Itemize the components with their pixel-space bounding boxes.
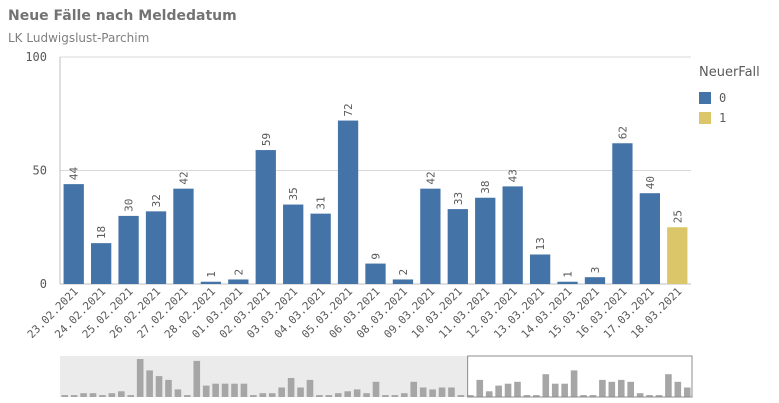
- bar[interactable]: [255, 150, 276, 284]
- bar[interactable]: [173, 188, 194, 284]
- bar-value-label: 32: [150, 194, 163, 207]
- bar-value-label: 30: [123, 199, 136, 212]
- legend-title: NeuerFall: [699, 65, 760, 80]
- legend-item-1[interactable]: 1: [699, 111, 760, 125]
- bar[interactable]: [475, 197, 496, 284]
- chart-title: Neue Fälle nach Meldedatum: [8, 8, 237, 24]
- bar[interactable]: [145, 211, 167, 284]
- bar-value-label: 31: [315, 196, 328, 209]
- bar-value-label: 35: [287, 187, 300, 200]
- bar-value-label: 13: [534, 237, 547, 250]
- bar[interactable]: [228, 279, 249, 284]
- bar-value-label: 33: [452, 192, 465, 205]
- bar[interactable]: [200, 281, 222, 284]
- y-tick-label: 50: [33, 164, 47, 178]
- bar[interactable]: [667, 227, 688, 284]
- bar[interactable]: [283, 204, 304, 284]
- bar[interactable]: [91, 243, 112, 284]
- bar-value-label: 40: [644, 176, 657, 189]
- bar[interactable]: [310, 213, 331, 284]
- legend-label-1: 1: [719, 111, 727, 125]
- legend-swatch-0: [699, 92, 711, 104]
- bar-value-label: 3: [589, 267, 602, 274]
- bar-value-label: 72: [342, 103, 355, 116]
- bar[interactable]: [365, 263, 386, 284]
- bar-value-label: 25: [671, 210, 684, 223]
- bar[interactable]: [392, 279, 414, 284]
- legend-label-0: 0: [719, 91, 727, 105]
- bar[interactable]: [337, 120, 359, 284]
- bar[interactable]: [447, 209, 468, 284]
- legend: NeuerFall 0 1: [699, 65, 760, 131]
- bar-value-label: 1: [205, 271, 218, 278]
- bar-value-label: 1: [562, 271, 575, 278]
- bar[interactable]: [63, 184, 84, 284]
- bar[interactable]: [584, 277, 606, 284]
- bar-value-label: 62: [616, 126, 629, 139]
- bar-value-label: 43: [507, 169, 520, 182]
- bar-value-label: 9: [370, 253, 383, 260]
- legend-item-0[interactable]: 0: [699, 91, 760, 105]
- bar[interactable]: [420, 188, 441, 284]
- bar-value-label: 42: [177, 171, 190, 184]
- bar[interactable]: [639, 193, 660, 284]
- bar-value-label: 59: [260, 133, 273, 146]
- bar[interactable]: [118, 215, 139, 284]
- bar-value-label: 44: [68, 166, 81, 180]
- bar-value-label: 2: [232, 269, 245, 276]
- y-tick-label: 0: [40, 277, 47, 291]
- bar[interactable]: [612, 143, 633, 284]
- legend-swatch-1: [699, 112, 711, 124]
- bar-value-label: 18: [95, 226, 108, 239]
- bar-value-label: 2: [397, 269, 410, 276]
- bar[interactable]: [557, 281, 578, 284]
- chart-subtitle: LK Ludwigslust-Parchim: [8, 31, 150, 45]
- y-tick-label: 100: [25, 50, 47, 64]
- bar-value-label: 38: [479, 180, 492, 193]
- bar[interactable]: [529, 254, 551, 284]
- bar[interactable]: [502, 186, 523, 284]
- bar-value-label: 42: [424, 171, 437, 184]
